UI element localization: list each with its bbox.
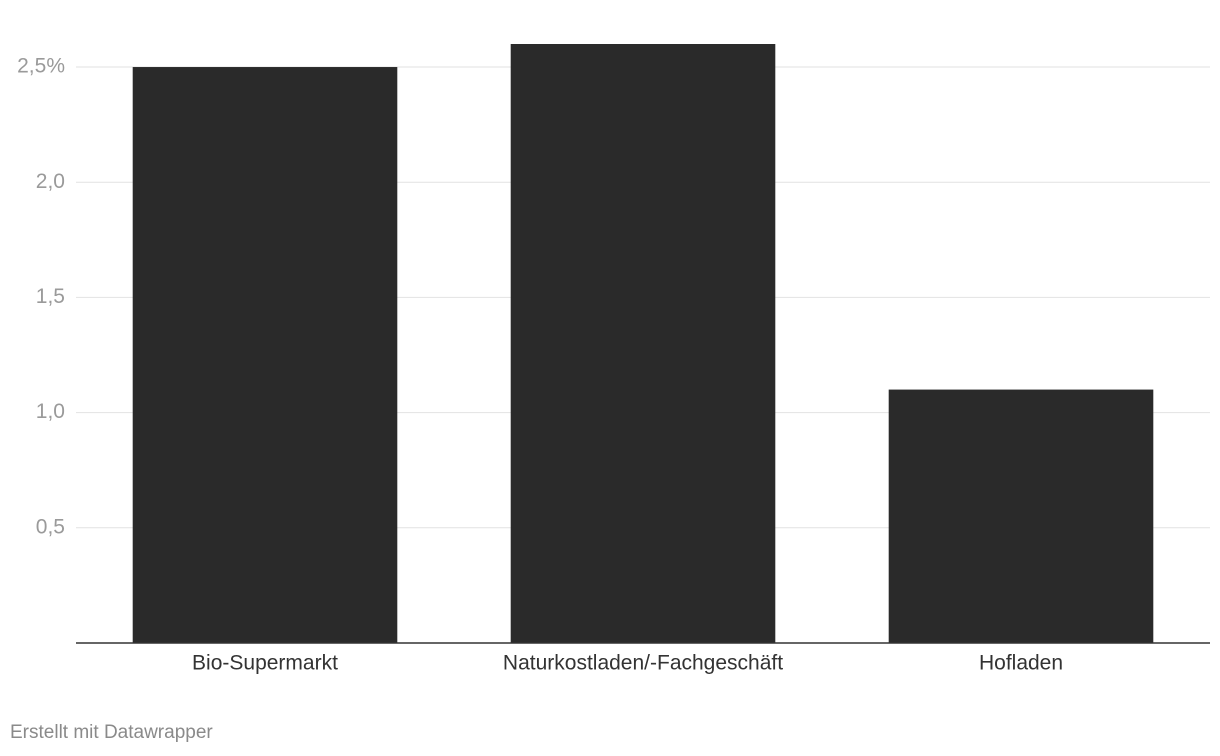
bar (132, 67, 398, 644)
y-tick-label: 1,5 (36, 285, 65, 308)
x-tick-label: Naturkostladen/-Fachgeschäft (503, 652, 783, 675)
y-tick-label: 1,0 (36, 400, 65, 423)
bar (888, 389, 1154, 643)
x-tick-label: Hofladen (979, 652, 1063, 675)
bar (510, 44, 776, 643)
y-tick-label: 2,5% (17, 55, 65, 78)
y-tick-label: 0,5 (36, 515, 65, 538)
credit: Erstellt mit Datawrapper (10, 722, 213, 743)
y-tick-label: 2,0 (36, 170, 65, 193)
x-tick-label: Bio-Supermarkt (192, 652, 338, 675)
